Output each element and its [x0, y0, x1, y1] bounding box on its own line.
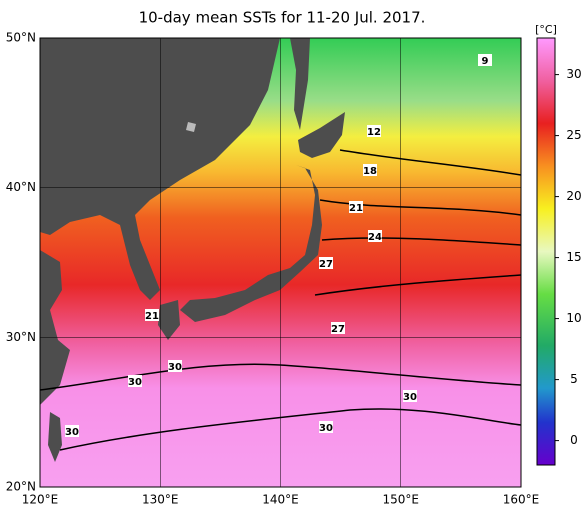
- land-china: [40, 250, 70, 405]
- lat-label: 50°N: [6, 31, 36, 45]
- colorbar-tick-label: 0: [570, 433, 578, 447]
- contour-label-box: [168, 360, 182, 372]
- contour-label-box: [478, 54, 492, 66]
- contour-label-box: [331, 322, 345, 334]
- map-area: [40, 38, 521, 487]
- land-taiwan: [48, 412, 62, 462]
- map-title: 10-day mean SSTs for 11-20 Jul. 2017.: [139, 9, 426, 27]
- contour-label-box: [367, 125, 381, 137]
- lat-label: 30°N: [6, 330, 36, 344]
- contour-label: 21: [349, 203, 363, 214]
- contour-label: 30: [128, 377, 142, 388]
- lon-label: 160°E: [503, 493, 540, 507]
- contour-label: 21: [145, 311, 159, 322]
- contour-label-box: [319, 257, 333, 269]
- contour-label: 9: [482, 56, 489, 67]
- colorbar-tick-label: 20: [566, 189, 581, 203]
- colorbar-tick-label: 25: [566, 128, 581, 142]
- colorbar-tick-label: 15: [566, 250, 581, 264]
- contour-label-box: [65, 425, 79, 437]
- colorbar-unit: [°C]: [535, 23, 557, 36]
- land-sakhalin: [290, 38, 310, 130]
- contour-label: 12: [367, 127, 381, 138]
- contour-label-box: [319, 421, 333, 433]
- contour-label-box: [368, 230, 382, 242]
- lon-label: 130°E: [142, 493, 179, 507]
- graticule: [40, 38, 521, 487]
- lon-label: 120°E: [22, 493, 59, 507]
- lat-label: 20°N: [6, 480, 36, 494]
- contours: [40, 149, 521, 451]
- contour-label: 30: [403, 392, 417, 403]
- colorbar-tick-label: 5: [570, 372, 578, 386]
- contour-label-box: [349, 201, 363, 213]
- lat-label: 40°N: [6, 180, 36, 194]
- contour-label: 24: [368, 232, 382, 243]
- contour-label: 30: [168, 362, 182, 373]
- contour-label-box: [128, 375, 142, 387]
- colorbar-tick-label: 10: [566, 311, 581, 325]
- contour-label: 18: [363, 166, 377, 177]
- lon-label: 140°E: [262, 493, 299, 507]
- lon-label: 150°E: [383, 493, 420, 507]
- land-kyushu: [158, 300, 180, 340]
- colorbar-tick-label: 30: [566, 67, 581, 81]
- contour-label: 30: [319, 423, 333, 434]
- contour-label: 30: [65, 427, 79, 438]
- contour-label-box: [403, 390, 417, 402]
- contour-label-box: [363, 164, 377, 176]
- contour-label: 27: [319, 259, 333, 270]
- land-hokkaido: [298, 112, 345, 158]
- contour-label-box: [145, 309, 159, 321]
- lake: [186, 122, 196, 132]
- map-frame: [39, 37, 522, 488]
- contour-label: 27: [331, 324, 345, 335]
- colorbar: [536, 37, 556, 466]
- land-honshu: [180, 165, 322, 322]
